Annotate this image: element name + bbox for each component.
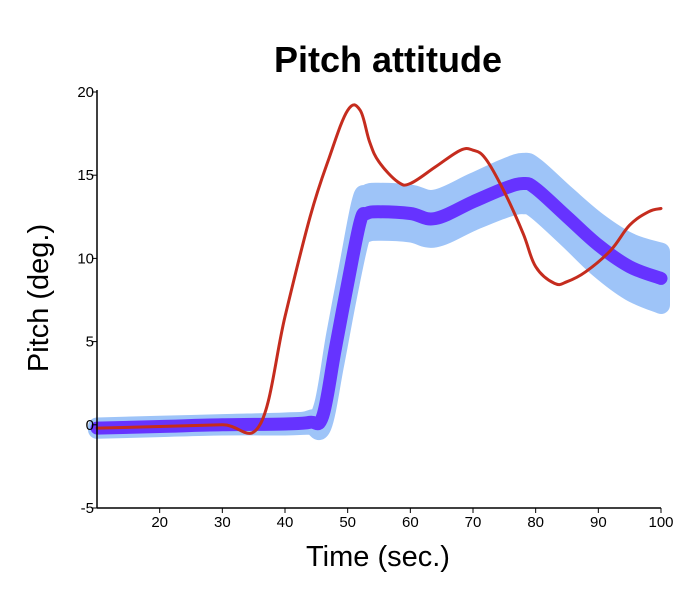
axes-layer: [96, 90, 661, 509]
y-tick-label: 15: [77, 167, 94, 184]
y-axis-label: Pitch (deg.): [23, 224, 55, 372]
x-axis-label: Time (sec.): [306, 541, 450, 573]
x-tick-label: 90: [590, 514, 607, 531]
y-tick-label: 20: [77, 84, 94, 101]
series-line-2: [95, 103, 663, 435]
y-tick-label: 0: [86, 417, 94, 434]
x-tick-label: 70: [465, 514, 482, 531]
x-tick-label: 100: [648, 514, 673, 531]
x-tick-label: 40: [277, 514, 294, 531]
x-tick-label: 30: [214, 514, 231, 531]
x-tick-label: 20: [151, 514, 168, 531]
y-tick-label: -5: [81, 500, 94, 517]
series-band-0: [88, 152, 670, 440]
y-tick-label: 10: [77, 250, 94, 267]
y-tick-label: 5: [86, 334, 94, 351]
chart-title: Pitch attitude: [274, 39, 502, 80]
x-tick-label: 60: [402, 514, 419, 531]
x-tick-label: 80: [527, 514, 544, 531]
series-thick-line-1: [90, 176, 668, 435]
series-layer: [88, 103, 670, 440]
x-tick-label: 50: [339, 514, 356, 531]
